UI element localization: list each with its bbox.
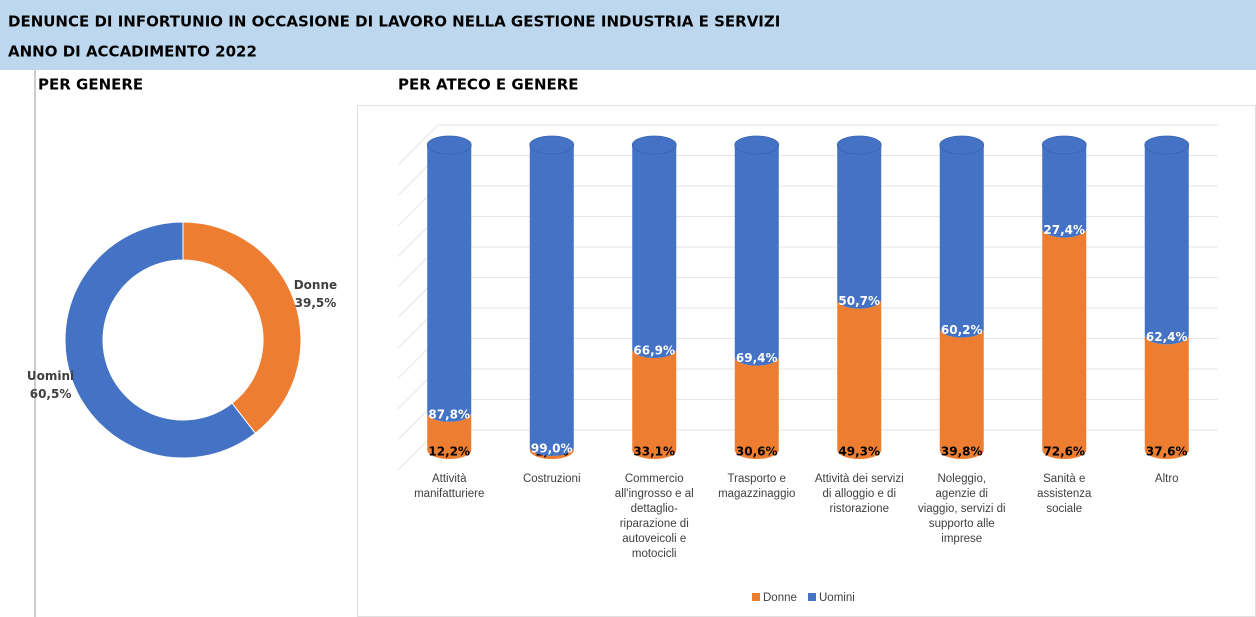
cylinder-top	[529, 135, 575, 155]
chart-title: PER GENERE	[38, 76, 143, 94]
x-tick-label: Sanità e assistenza sociale	[1037, 473, 1092, 515]
cylinder-segment	[632, 145, 677, 359]
cylinder-top	[631, 135, 677, 155]
grid-line	[397, 185, 1218, 227]
x-tick-label: Attività manifatturiere	[414, 473, 485, 500]
cylinder-segment	[427, 412, 472, 459]
cylinder-segment	[734, 145, 779, 366]
cylinder-segment	[1144, 145, 1189, 345]
legend-swatch	[808, 593, 816, 601]
grid-line	[397, 429, 1218, 471]
value-label: 66,9%	[633, 344, 675, 358]
cylinder-segment	[529, 145, 574, 456]
plot-frame	[357, 105, 1256, 617]
donut-slice	[64, 221, 257, 459]
grid-line	[397, 216, 1218, 257]
x-tick-label: Costruzioni	[522, 473, 581, 485]
value-label: 72,6%	[1043, 445, 1085, 459]
legend-swatch	[752, 593, 760, 601]
x-tick-label: Altro	[1154, 473, 1179, 485]
cylinder-segment	[1042, 145, 1087, 238]
cylinder-top	[734, 135, 780, 155]
x-tick-label: Attività dei servizi di alloggio e di ri…	[814, 473, 904, 515]
x-tick-label: Noleggio, agenzie di viaggio, servizi di…	[917, 473, 1006, 545]
value-label: 87,8%	[428, 407, 470, 421]
cylinder-top	[939, 135, 985, 155]
cylinder-segment	[939, 145, 984, 338]
cylinder-segment	[837, 299, 882, 459]
grid-line	[397, 338, 1218, 379]
value-label: 39,8%	[941, 445, 983, 459]
cylinder-segment	[1144, 335, 1189, 459]
header-line: ANNO DI ACCADIMENTO 2022	[8, 43, 257, 61]
grid-line	[397, 368, 1218, 410]
cylinder-top	[1144, 135, 1190, 155]
value-label: 69,4%	[736, 351, 778, 365]
cylinder-top	[1041, 135, 1087, 155]
grid-line	[397, 277, 1218, 318]
cylinder-segment	[427, 145, 472, 422]
slice-name: Donne	[294, 278, 337, 292]
value-label: 27,4%	[1043, 223, 1085, 237]
grid-line	[397, 155, 1218, 196]
legend-label: Donne	[763, 592, 797, 604]
value-label: 50,7%	[838, 294, 880, 308]
grid-line	[397, 124, 1218, 166]
cylinder-segment	[837, 145, 882, 309]
cylinder-top	[426, 135, 472, 155]
grid-line	[397, 246, 1218, 288]
cylinder-segment	[734, 356, 779, 459]
slice-name: Uomini	[27, 369, 74, 383]
cylinder-segment	[632, 349, 677, 459]
grid-line	[397, 307, 1218, 349]
header-band	[0, 0, 1256, 70]
donut-slice	[182, 221, 302, 434]
legend-label: Uomini	[819, 592, 855, 604]
value-label: 33,1%	[633, 445, 675, 459]
header-line: DENUNCE DI INFORTUNIO IN OCCASIONE DI LA…	[8, 13, 780, 31]
cylinder-segment	[529, 446, 574, 459]
grid-line	[397, 399, 1218, 440]
value-label: 30,6%	[736, 445, 778, 459]
value-label: 99,0%	[531, 441, 573, 455]
value-label: 49,3%	[838, 445, 880, 459]
cylinder-segment	[1042, 228, 1087, 459]
cylinder-segment	[939, 328, 984, 459]
x-tick-label: Commercio all'ingrosso e al dettaglio-ri…	[614, 473, 694, 560]
slice-label: 39,5%	[295, 296, 337, 310]
chart-title: PER ATECO E GENERE	[398, 76, 579, 94]
value-label: 12,2%	[428, 445, 470, 459]
value-label: 60,2%	[941, 323, 983, 337]
slice-label: 60,5%	[30, 387, 72, 401]
value-label: 62,4%	[1146, 330, 1188, 344]
value-label: 37,6%	[1146, 445, 1188, 459]
cylinder-top	[836, 135, 882, 155]
x-tick-label: Trasporto e magazzinaggio	[718, 473, 796, 500]
